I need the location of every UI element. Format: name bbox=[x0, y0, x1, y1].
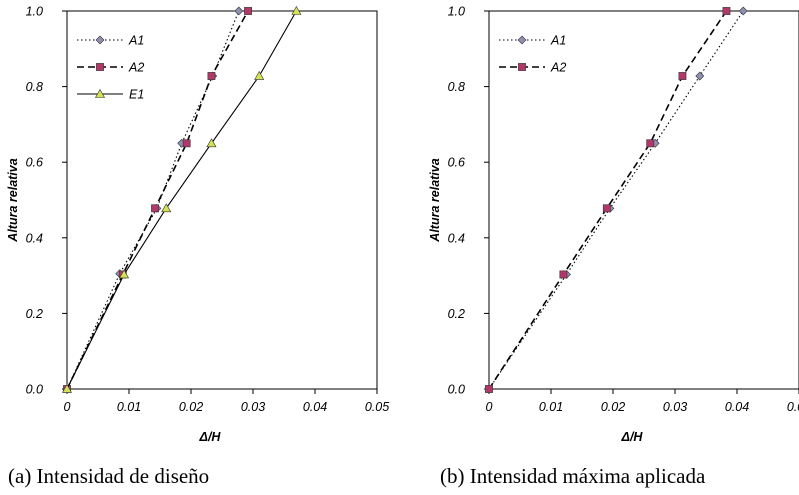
panel-caption: (b) Intensidad máxima aplicada bbox=[440, 464, 706, 488]
legend-label: A1 bbox=[550, 34, 566, 48]
legend-marker bbox=[96, 63, 104, 71]
x-tick-label: 0 bbox=[486, 400, 493, 414]
panel-caption: (a) Intensidad de diseño bbox=[8, 464, 209, 488]
legend-label: A1 bbox=[128, 34, 144, 48]
series-A1 bbox=[62, 6, 244, 394]
legend-label: A2 bbox=[550, 61, 566, 75]
data-point bbox=[206, 138, 217, 148]
x-tick-label: 0.03 bbox=[663, 400, 687, 414]
data-point bbox=[244, 7, 252, 15]
x-tick-label: 0 bbox=[64, 400, 71, 414]
series-A2 bbox=[485, 7, 731, 393]
data-point bbox=[602, 204, 611, 213]
legend-marker bbox=[517, 35, 527, 45]
data-point bbox=[207, 72, 216, 80]
y-tick-label: 0.6 bbox=[448, 156, 465, 170]
plot-frame bbox=[488, 10, 799, 390]
series-line bbox=[488, 10, 728, 390]
x-tick-label: 0.02 bbox=[179, 400, 203, 414]
series-line bbox=[66, 10, 297, 390]
y-tick-label: 0.6 bbox=[26, 156, 43, 170]
data-point bbox=[559, 270, 568, 279]
data-point bbox=[61, 383, 73, 393]
y-tick-label: 0.8 bbox=[448, 80, 465, 94]
y-tick-label: 0.0 bbox=[26, 383, 43, 397]
data-point bbox=[161, 203, 172, 213]
y-tick-label: 0.2 bbox=[26, 307, 43, 321]
legend-label: A2 bbox=[128, 61, 144, 75]
data-point bbox=[119, 269, 130, 279]
x-tick-label: 0.01 bbox=[539, 400, 563, 414]
x-tick-label: 0.03 bbox=[241, 400, 265, 414]
x-tick-label: 0.05 bbox=[365, 400, 389, 414]
data-point bbox=[678, 72, 687, 80]
y-axis-label: Altura relativa bbox=[428, 158, 442, 242]
legend: A1 A2 E1 bbox=[77, 34, 144, 102]
y-axis-label: Altura relativa bbox=[6, 158, 20, 242]
y-tick-label: 1.0 bbox=[26, 5, 43, 19]
y-tick-label: 0.0 bbox=[448, 383, 465, 397]
data-point bbox=[738, 6, 748, 16]
y-tick-label: 0.2 bbox=[448, 307, 465, 321]
data-point bbox=[182, 139, 191, 148]
data-point bbox=[254, 70, 265, 80]
chart-panel-1: 0 0.01 0.02 0.03 0.04 0.05 0.0 0.2 0.4 0.6 0.8 1.0 Δ… bbox=[428, 5, 799, 488]
legend-marker bbox=[94, 88, 106, 98]
data-point bbox=[695, 71, 705, 81]
x-axis-label: Δ/H bbox=[621, 430, 644, 444]
series-line bbox=[488, 10, 744, 390]
y-tick-label: 1.0 bbox=[448, 5, 465, 19]
data-point bbox=[485, 385, 493, 393]
data-point bbox=[646, 139, 655, 148]
x-axis-label: Δ/H bbox=[199, 430, 222, 444]
y-tick-label: 0.4 bbox=[448, 231, 465, 245]
legend-marker bbox=[518, 63, 526, 71]
data-point bbox=[234, 6, 244, 16]
x-tick-label: 0.05 bbox=[787, 400, 799, 414]
x-tick-label: 0.04 bbox=[303, 400, 327, 414]
legend-marker bbox=[95, 35, 105, 45]
series-A2 bbox=[63, 7, 252, 393]
chart-panel-0: 0 0.01 0.02 0.03 0.04 0.05 0.0 0.2 0.4 0.6 0.8 1.0 Δ… bbox=[6, 5, 389, 489]
data-point bbox=[291, 5, 302, 15]
series-E1 bbox=[61, 5, 302, 393]
y-tick-label: 0.4 bbox=[26, 231, 43, 245]
plot-frame bbox=[66, 10, 378, 390]
legend-label: E1 bbox=[129, 88, 144, 102]
x-tick-label: 0.02 bbox=[601, 400, 625, 414]
x-tick-label: 0.01 bbox=[117, 400, 141, 414]
y-tick-label: 0.8 bbox=[26, 80, 43, 94]
data-point bbox=[151, 204, 159, 213]
legend: A1 A2 bbox=[499, 34, 566, 75]
data-point bbox=[722, 7, 731, 15]
series-line bbox=[66, 10, 249, 390]
x-tick-label: 0.04 bbox=[725, 400, 749, 414]
